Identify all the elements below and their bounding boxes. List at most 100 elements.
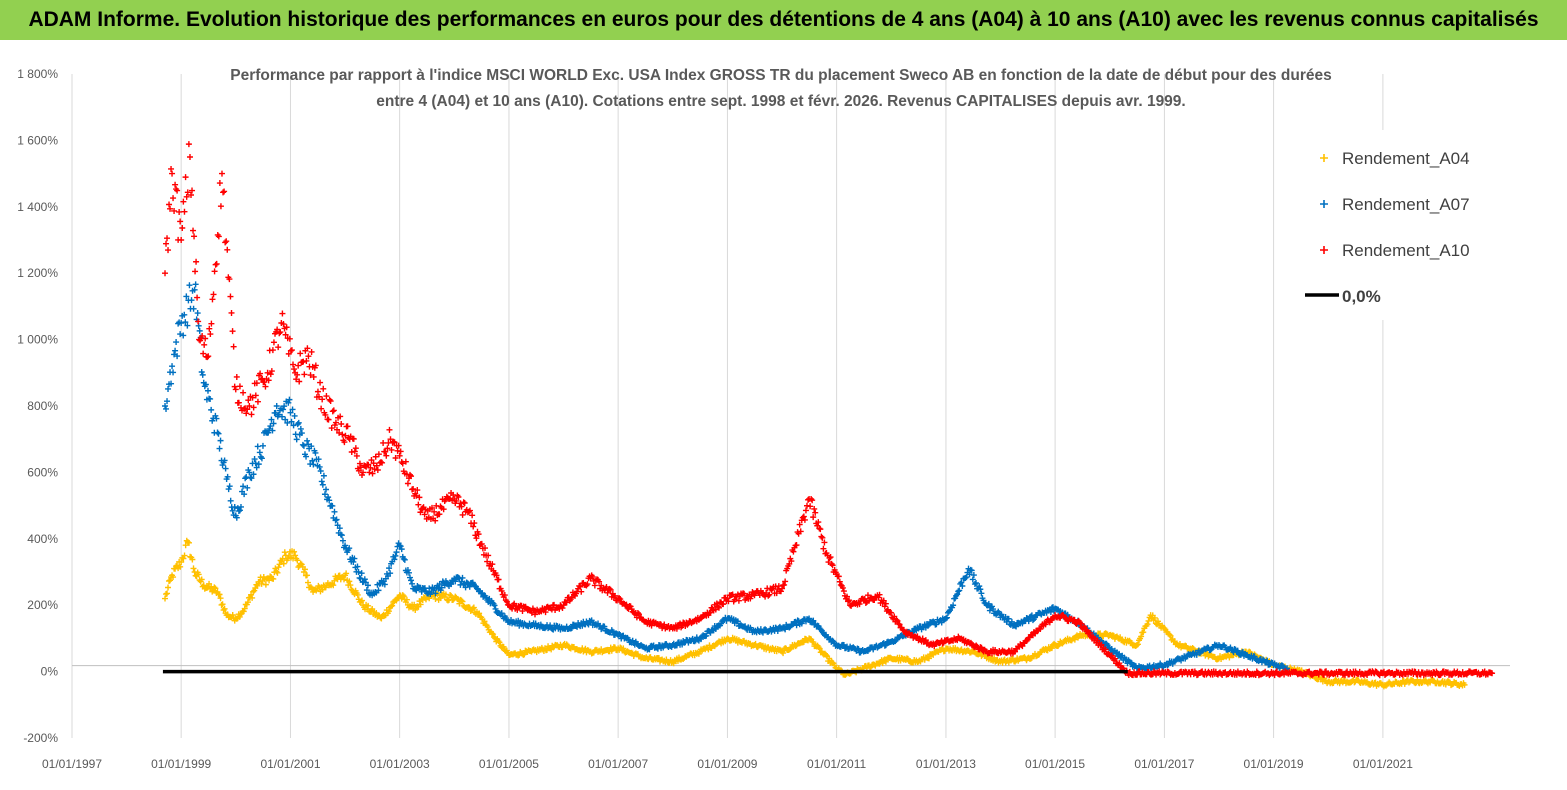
point-Rendement_A10-937 <box>1136 668 1143 675</box>
point-Rendement_A10-164 <box>285 350 292 357</box>
point-Rendement_A07-192 <box>319 481 326 488</box>
point-Rendement_A04-73 <box>174 562 181 569</box>
point-Rendement_A10-227 <box>356 460 363 467</box>
point-Rendement_A10-257 <box>391 439 398 446</box>
point-Rendement_A07-260 <box>397 543 404 550</box>
point-Rendement_A07-183 <box>309 457 316 464</box>
point-Rendement_A04-141 <box>253 581 260 588</box>
point-Rendement_A10-204 <box>330 407 337 414</box>
point-Rendement_A07-639 <box>810 617 817 624</box>
point-Rendement_A10-348 <box>493 572 500 579</box>
point-Rendement_A10-168 <box>290 361 297 368</box>
point-Rendement_A10-94 <box>206 325 213 332</box>
point-Rendement_A10-211 <box>339 431 346 438</box>
point-Rendement_A10-709 <box>888 609 895 616</box>
point-Rendement_A10-712 <box>891 613 898 620</box>
point-Rendement_A04-159 <box>274 569 281 576</box>
point-Rendement_A10-172 <box>295 362 302 369</box>
point-Rendement_A04-320 <box>456 600 463 607</box>
point-Rendement_A10-630 <box>801 516 808 523</box>
point-Rendement_A04-861 <box>1048 645 1055 652</box>
point-Rendement_A10-188 <box>312 362 319 369</box>
point-Rendement_A10-228 <box>357 464 364 471</box>
point-Rendement_A07-231 <box>363 587 370 594</box>
point-Rendement_A10-79 <box>189 187 196 194</box>
point-Rendement_A10-155 <box>275 344 282 351</box>
point-Rendement_A10-209 <box>337 413 344 420</box>
x-tick-label-11: 01/01/2019 <box>1244 757 1304 771</box>
point-Rendement_A10-170 <box>293 376 300 383</box>
point-Rendement_A07-816 <box>1003 618 1010 625</box>
point-Rendement_A07-593 <box>759 629 766 636</box>
point-Rendement_A10-237 <box>368 457 375 464</box>
point-Rendement_A10-57 <box>163 240 170 247</box>
y-tick-label-5: 800% <box>27 399 58 413</box>
point-Rendement_A10-222 <box>351 448 358 455</box>
point-Rendement_A10-879 <box>1072 620 1079 627</box>
point-Rendement_A10-137 <box>254 398 261 405</box>
point-Rendement_A04-90 <box>195 571 202 578</box>
point-Rendement_A10-60 <box>166 201 173 208</box>
point-Rendement_A10-240 <box>371 466 378 473</box>
point-Rendement_A10-688 <box>864 592 871 599</box>
point-Rendement_A10-100 <box>212 261 219 268</box>
chart-title-line-2: entre 4 (A04) et 10 ans (A10). Cotations… <box>376 93 1185 110</box>
point-Rendement_A10-340 <box>485 552 492 559</box>
point-Rendement_A10-550 <box>713 600 720 607</box>
point-Rendement_A10-90 <box>201 341 208 348</box>
point-Rendement_A10-1 <box>169 170 176 177</box>
point-Rendement_A07-270 <box>408 577 415 584</box>
x-tick-label-5: 01/01/2007 <box>588 757 648 771</box>
point-Rendement_A10-666 <box>840 588 847 595</box>
point-Rendement_A10-194 <box>320 385 327 392</box>
point-Rendement_A07-144 <box>265 429 272 436</box>
point-Rendement_A10-829 <box>1019 643 1026 650</box>
point-Rendement_A10-269 <box>404 480 411 487</box>
point-Rendement_A07-69 <box>180 332 187 339</box>
point-Rendement_A07-64 <box>174 353 181 360</box>
series-Rendement_A07 <box>162 281 1291 673</box>
point-Rendement_A07-175 <box>299 441 306 448</box>
point-Rendement_A07-148 <box>269 427 276 434</box>
point-Rendement_A07-159 <box>282 416 289 423</box>
point-Rendement_A07-267 <box>404 567 411 574</box>
point-Rendement_A04-138 <box>250 588 257 595</box>
x-tick-label-2: 01/01/2001 <box>260 757 320 771</box>
point-Rendement_A10-202 <box>328 425 335 432</box>
point-Rendement_A04-270 <box>400 593 407 600</box>
point-Rendement_A10-115 <box>229 328 236 335</box>
point-Rendement_A07-210 <box>339 537 346 544</box>
point-Rendement_A07-297 <box>438 584 445 591</box>
point-Rendement_A07-116 <box>233 514 240 521</box>
point-Rendement_A10-73 <box>181 208 188 215</box>
point-Rendement_A10-8 <box>246 403 253 409</box>
point-Rendement_A07-137 <box>256 449 263 456</box>
point-Rendement_A04-323 <box>459 598 466 605</box>
point-Rendement_A10-104 <box>216 180 223 187</box>
point-Rendement_A10-575 <box>741 590 748 597</box>
point-Rendement_A04-218 <box>343 570 350 577</box>
point-Rendement_A10-570 <box>735 597 742 604</box>
point-Rendement_A10-74 <box>182 174 189 181</box>
point-Rendement_A10-662 <box>836 578 843 585</box>
point-Rendement_A10-273 <box>409 486 416 493</box>
point-Rendement_A07-101 <box>216 445 223 452</box>
point-Rendement_A10-438 <box>591 582 598 589</box>
x-tick-label-7: 01/01/2011 <box>807 757 866 771</box>
y-tick-label-8: 1 400% <box>17 200 58 214</box>
point-Rendement_A10-133 <box>250 404 257 411</box>
chart-title-line-1: Performance par rapport à l'indice MSCI … <box>230 67 1332 84</box>
point-Rendement_A04-184 <box>303 572 310 579</box>
point-Rendement_A10-869 <box>1062 614 1069 621</box>
point-Rendement_A10-65 <box>172 181 179 188</box>
point-Rendement_A07-120 <box>237 503 244 510</box>
point-Rendement_A10-254 <box>388 446 395 453</box>
point-Rendement_A10-96 <box>208 320 215 327</box>
point-Rendement_A10-620 <box>790 548 797 555</box>
point-Rendement_A10-655 <box>829 562 836 569</box>
point-Rendement_A10-560 <box>725 598 732 605</box>
point-Rendement_A10-338 <box>482 545 489 552</box>
point-Rendement_A07-787 <box>971 581 978 588</box>
point-Rendement_A07-287 <box>427 591 434 598</box>
